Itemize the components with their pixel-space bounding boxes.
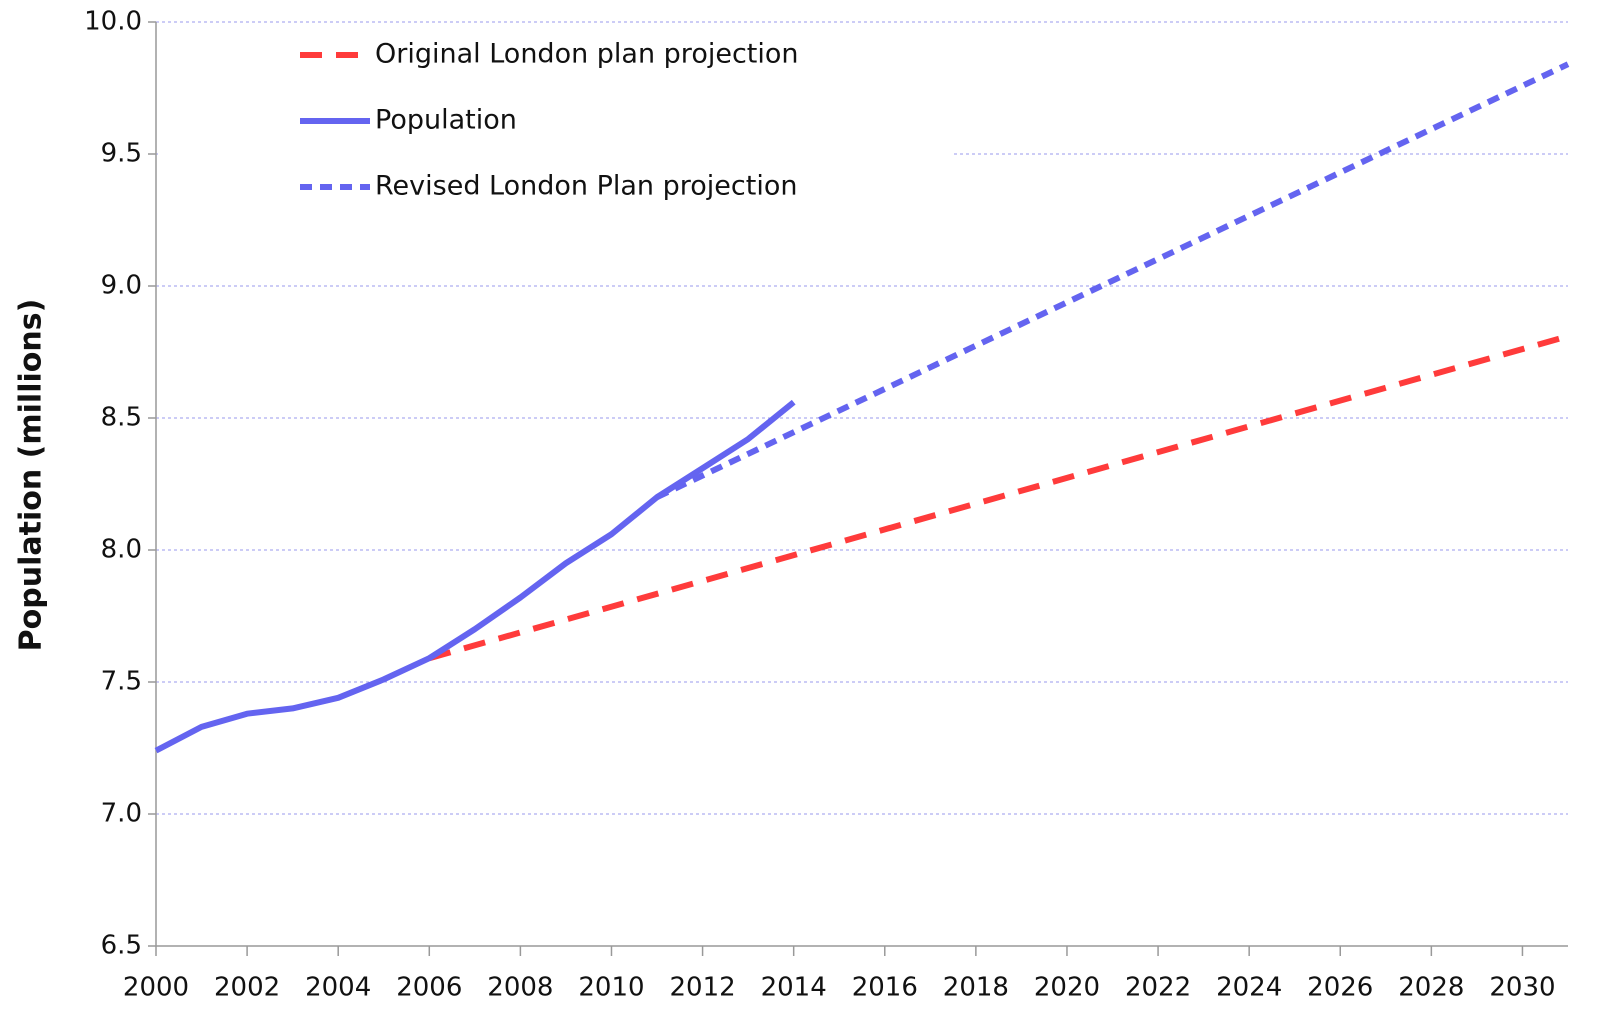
x-tick-label: 2002 (214, 973, 280, 1003)
y-tick-label: 9.5 (101, 139, 142, 169)
x-tick-label: 2020 (1034, 973, 1100, 1003)
x-tick-label: 2016 (852, 973, 918, 1003)
series-line (154, 399, 796, 754)
legend-label: Revised London Plan projection (375, 171, 797, 202)
legend-label: Population (375, 105, 517, 136)
y-tick-label: 6.5 (101, 931, 142, 961)
series-line (655, 61, 1570, 500)
x-tick-label: 2010 (578, 973, 644, 1003)
x-tick-label: 2000 (123, 973, 189, 1003)
legend-background (158, 24, 953, 224)
legend: Original London plan projection Populatio… (158, 24, 953, 224)
legend-label: Original London plan projection (375, 39, 799, 70)
x-tick-label: 2022 (1125, 973, 1191, 1003)
x-tick-label: 2024 (1216, 973, 1282, 1003)
x-tick-label: 2028 (1398, 973, 1464, 1003)
x-tick-label: 2018 (943, 973, 1009, 1003)
y-tick-label: 9.0 (101, 271, 142, 301)
x-tick-label: 2006 (396, 973, 462, 1003)
y-tick-label: 7.5 (101, 667, 142, 697)
y-axis-label: Population (millions) (14, 299, 49, 652)
x-tick-label: 2014 (761, 973, 827, 1003)
y-tick-label: 7.0 (101, 799, 142, 829)
x-tick-label: 2012 (669, 973, 735, 1003)
x-tick-label: 2008 (487, 973, 553, 1003)
series-line (428, 333, 1569, 662)
x-tick-label: 2026 (1307, 973, 1373, 1003)
x-tick-label: 2004 (305, 973, 371, 1003)
x-tick-label: 2030 (1489, 973, 1555, 1003)
y-tick-label: 8.0 (101, 535, 142, 565)
y-tick-label: 8.5 (101, 403, 142, 433)
y-tick-label: 10.0 (84, 7, 142, 37)
